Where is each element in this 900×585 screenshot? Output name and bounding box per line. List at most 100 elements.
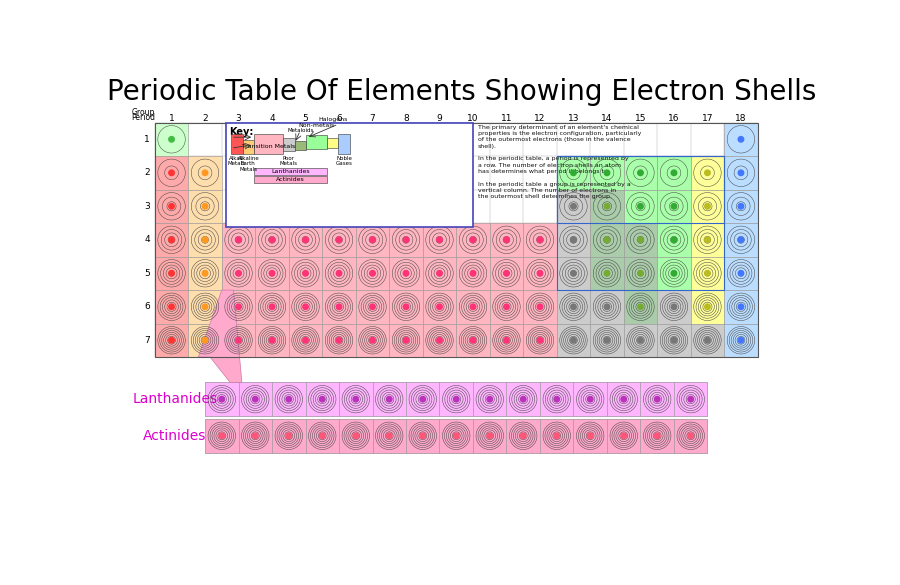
Circle shape: [654, 397, 660, 402]
Bar: [205, 419, 707, 453]
Text: properties is the electron configuration, particularly: properties is the electron configuration…: [478, 131, 642, 136]
Bar: [590, 290, 624, 324]
Text: Metaloids: Metaloids: [287, 128, 313, 133]
Circle shape: [470, 270, 476, 276]
Text: 9: 9: [436, 114, 443, 123]
Bar: [406, 419, 439, 453]
Circle shape: [302, 338, 309, 343]
Bar: [439, 383, 473, 416]
Text: shell).: shell).: [478, 144, 497, 149]
Circle shape: [705, 170, 710, 176]
Text: 4: 4: [269, 114, 274, 123]
Bar: [188, 324, 221, 357]
Bar: [724, 156, 758, 190]
Circle shape: [169, 136, 175, 142]
Circle shape: [604, 237, 609, 243]
Bar: [607, 419, 641, 453]
Bar: [624, 324, 657, 357]
Bar: [155, 190, 188, 223]
Circle shape: [638, 204, 644, 209]
Text: 14: 14: [601, 114, 613, 123]
Bar: [188, 290, 221, 324]
Text: The primary determinant of an element's chemical: The primary determinant of an element's …: [478, 125, 639, 130]
Bar: [507, 419, 540, 453]
Circle shape: [253, 433, 258, 439]
Text: a row. The number of electron shells an atom: a row. The number of electron shells an …: [478, 163, 621, 168]
Text: Group: Group: [131, 108, 155, 117]
Bar: [289, 223, 322, 257]
Circle shape: [454, 397, 459, 402]
Bar: [188, 223, 221, 257]
Circle shape: [202, 204, 208, 209]
Text: 7: 7: [144, 336, 150, 345]
Text: 11: 11: [500, 114, 512, 123]
Bar: [221, 257, 256, 290]
Bar: [272, 419, 305, 453]
Bar: [306, 135, 327, 149]
Circle shape: [302, 237, 309, 243]
Bar: [338, 134, 350, 154]
Bar: [490, 290, 523, 324]
Circle shape: [571, 270, 576, 276]
Circle shape: [269, 237, 274, 243]
Bar: [373, 419, 406, 453]
Circle shape: [487, 397, 492, 402]
Bar: [456, 223, 490, 257]
Text: 1: 1: [168, 114, 175, 123]
Circle shape: [654, 433, 660, 439]
Circle shape: [470, 304, 476, 309]
Text: 6: 6: [144, 302, 150, 311]
Bar: [439, 419, 473, 453]
Circle shape: [705, 237, 710, 243]
Bar: [657, 190, 690, 223]
Bar: [456, 324, 490, 357]
Circle shape: [705, 338, 710, 343]
Text: 5: 5: [144, 269, 150, 278]
Bar: [221, 223, 256, 257]
Circle shape: [219, 433, 224, 439]
Bar: [590, 190, 624, 223]
Bar: [724, 123, 758, 156]
Bar: [557, 190, 590, 223]
Text: vertical column. The number of electrons in: vertical column. The number of electrons…: [478, 188, 616, 193]
Text: the outermost shell determines the group.: the outermost shell determines the group…: [478, 194, 612, 199]
Bar: [231, 134, 243, 154]
Bar: [254, 176, 327, 183]
Bar: [226, 123, 473, 227]
Bar: [243, 139, 254, 154]
Bar: [674, 383, 707, 416]
Bar: [272, 383, 305, 416]
Bar: [473, 419, 507, 453]
Bar: [674, 419, 707, 453]
Bar: [724, 290, 758, 324]
Circle shape: [621, 433, 626, 439]
Bar: [557, 156, 725, 223]
Text: 3: 3: [236, 114, 241, 123]
Bar: [188, 156, 221, 190]
Bar: [657, 223, 690, 257]
Circle shape: [537, 237, 543, 243]
Bar: [289, 290, 322, 324]
Bar: [624, 156, 657, 190]
Bar: [573, 419, 607, 453]
Bar: [356, 257, 390, 290]
Circle shape: [202, 338, 208, 343]
Circle shape: [571, 170, 576, 176]
Circle shape: [436, 270, 442, 276]
Bar: [557, 324, 590, 357]
Bar: [205, 383, 707, 416]
Circle shape: [236, 338, 241, 343]
Text: has determines what period it belongs to.: has determines what period it belongs to…: [478, 169, 610, 174]
Bar: [155, 324, 188, 357]
Bar: [155, 123, 188, 156]
Bar: [624, 290, 657, 324]
Text: 12: 12: [535, 114, 545, 123]
Bar: [155, 290, 188, 324]
Circle shape: [671, 170, 677, 176]
Bar: [322, 324, 356, 357]
Circle shape: [302, 304, 309, 309]
Bar: [256, 257, 289, 290]
Circle shape: [588, 433, 593, 439]
Circle shape: [420, 433, 426, 439]
Circle shape: [302, 270, 309, 276]
